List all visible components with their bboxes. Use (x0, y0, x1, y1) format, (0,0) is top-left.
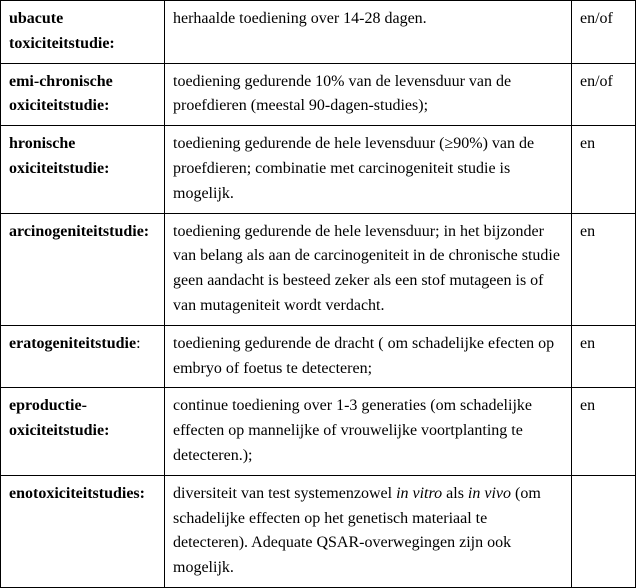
study-label: ubacute toxiciteitstudie: (1, 1, 165, 64)
study-label: eproductie-oxiciteitstudie: (1, 388, 165, 475)
study-description: toediening gedurende de dracht ( om scha… (165, 325, 572, 388)
table-row: emi-chronische oxiciteitstudie: toedienin… (1, 63, 636, 126)
study-description: herhaalde toediening over 14-28 dagen. (165, 1, 572, 64)
table-row: arcinogeniteitstudie: toediening gedurend… (1, 213, 636, 325)
study-label: arcinogeniteitstudie: (1, 213, 165, 325)
study-label-text: hronische oxiciteitstudie: (9, 135, 109, 177)
study-note (572, 475, 636, 587)
study-description: toediening gedurende de hele levensduur … (165, 126, 572, 213)
study-note: en (572, 388, 636, 475)
study-label-colon: : (136, 335, 140, 352)
study-label-text: ubacute toxiciteitstudie: (9, 10, 115, 52)
table-row: hronische oxiciteitstudie: toediening ged… (1, 126, 636, 213)
study-label-text: eproductie-oxiciteitstudie: (9, 397, 109, 439)
study-label: emi-chronische oxiciteitstudie: (1, 63, 165, 126)
toxicity-studies-table: ubacute toxiciteitstudie: herhaalde toedi… (0, 0, 636, 588)
study-note: en/of (572, 63, 636, 126)
study-label: hronische oxiciteitstudie: (1, 126, 165, 213)
study-note: en/of (572, 1, 636, 64)
study-description: diversiteit van test systemenzowel in vi… (165, 475, 572, 587)
table-row: eratogeniteitstudie:toediening gedurende… (1, 325, 636, 388)
table-body: ubacute toxiciteitstudie: herhaalde toedi… (1, 1, 636, 588)
table-row: enotoxiciteitstudies: diversiteit van tes… (1, 475, 636, 587)
study-label-text: emi-chronische oxiciteitstudie: (9, 73, 113, 115)
study-label-text: enotoxiciteitstudies: (9, 485, 145, 502)
table-row: eproductie-oxiciteitstudie: continue toed… (1, 388, 636, 475)
study-note: en (572, 126, 636, 213)
study-description: toediening gedurende 10% van de levensdu… (165, 63, 572, 126)
study-description: continue toediening over 1-3 generaties … (165, 388, 572, 475)
study-label-text: arcinogeniteitstudie: (9, 223, 149, 240)
study-note: en (572, 213, 636, 325)
study-note: en (572, 325, 636, 388)
study-label-text: eratogeniteitstudie (9, 335, 136, 352)
study-label: eratogeniteitstudie: (1, 325, 165, 388)
study-label: enotoxiciteitstudies: (1, 475, 165, 587)
table-row: ubacute toxiciteitstudie: herhaalde toedi… (1, 1, 636, 64)
study-description: toediening gedurende de hele levensduur;… (165, 213, 572, 325)
